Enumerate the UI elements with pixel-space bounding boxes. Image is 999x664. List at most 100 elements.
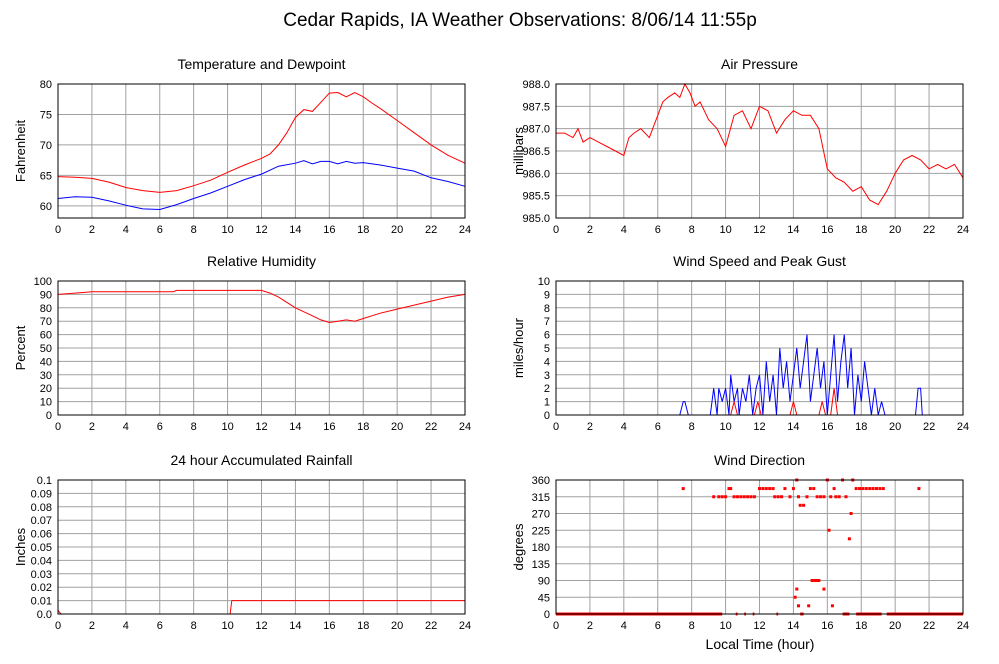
pressure-xtick-label: 2 [587, 224, 593, 236]
rh-ylabel: Percent [13, 325, 28, 370]
temp-ytick-label: 70 [40, 140, 52, 152]
wind-title: Wind Speed and Peak Gust [673, 253, 846, 269]
rain-xtick-label: 8 [191, 620, 197, 632]
temp-xtick-label: 6 [157, 224, 163, 236]
temp-ylabel: Fahrenheit [13, 120, 28, 183]
dir-point [868, 487, 872, 491]
dir-point [727, 487, 731, 491]
dir-plot-frame [555, 479, 964, 615]
dir-point [808, 487, 812, 491]
rh-ytick-label: 20 [40, 383, 52, 395]
dir-point [807, 604, 811, 608]
temp-dewpoint-line [57, 160, 466, 211]
temp-ytick-label: 65 [40, 170, 52, 182]
rain-xtick-label: 10 [221, 620, 233, 632]
temp-xtick-label: 18 [357, 224, 369, 236]
dir-point [917, 487, 921, 491]
dir-point [861, 487, 865, 491]
dir-point [783, 487, 787, 491]
temp-xtick-label: 8 [191, 224, 197, 236]
wind-xtick-label: 0 [553, 421, 559, 433]
wind-xtick-label: 6 [655, 421, 661, 433]
wind-ytick-label: 3 [544, 370, 550, 382]
pressure-ytick-label: 987.5 [522, 101, 550, 113]
dir-point [864, 487, 868, 491]
temp-xtick-label: 10 [221, 224, 233, 236]
rh-xtick-label: 20 [391, 421, 403, 433]
dir-ytick-label: 180 [532, 542, 550, 554]
dir-point [758, 487, 761, 491]
pressure-xtick-label: 18 [855, 224, 867, 236]
dir-point [832, 487, 836, 491]
rh-xtick-label: 22 [425, 421, 437, 433]
dir-point [793, 595, 797, 599]
pressure-ytick-label: 985.0 [522, 213, 550, 225]
rain-xtick-label: 12 [255, 620, 267, 632]
rh-humidity-line [57, 289, 466, 324]
dir-point [871, 487, 875, 491]
rh-xtick-label: 6 [157, 421, 163, 433]
rh-ytick-label: 10 [40, 397, 52, 409]
dir-point [827, 528, 831, 532]
dir-point [746, 495, 750, 499]
dir-point [720, 495, 724, 499]
rain-plot-frame [57, 479, 466, 615]
dir-point [724, 495, 728, 499]
rain-ytick-label: 0.06 [31, 529, 52, 541]
rh-xtick-label: 2 [89, 421, 95, 433]
dir-point [797, 604, 801, 608]
temp-ytick-label: 75 [40, 109, 52, 121]
pressure-ytick-label: 987.0 [522, 124, 550, 136]
dir-point [847, 537, 851, 541]
rain-ytick-label: 0.05 [31, 542, 52, 554]
wind-xtick-label: 2 [587, 421, 593, 433]
wind-xtick-label: 14 [787, 421, 799, 433]
dir-point [802, 503, 806, 507]
dir-xtick-label: 18 [855, 620, 867, 632]
temp-plot-frame [57, 83, 466, 219]
pressure-ytick-label: 985.5 [522, 191, 550, 203]
dir-title: Wind Direction [714, 452, 805, 468]
dir-point [822, 587, 826, 591]
dir-point [878, 487, 882, 491]
dir-xtick-label: 20 [889, 620, 901, 632]
dir-xtick-label: 10 [719, 620, 731, 632]
dir-point [780, 495, 784, 499]
rh-xtick-label: 8 [191, 421, 197, 433]
dir-point [817, 579, 821, 582]
rh-ytick-label: 50 [40, 343, 52, 355]
dir-point [764, 487, 768, 491]
wind-ylabel: miles/hour [511, 317, 526, 378]
pressure-xtick-label: 4 [621, 224, 627, 236]
rh-xtick-label: 0 [55, 421, 61, 433]
dir-point [837, 495, 841, 499]
dir-xtick-label: 24 [957, 620, 969, 632]
temp-title: Temperature and Dewpoint [177, 56, 345, 72]
dir-point [761, 487, 765, 491]
dir-point [681, 487, 685, 491]
dir-point [819, 495, 823, 499]
dir-xtick-label: 16 [821, 620, 833, 632]
dir-point [798, 503, 802, 507]
pressure-ylabel: millibars [511, 127, 526, 175]
rain-xtick-label: 24 [459, 620, 471, 632]
dir-ytick-label: 225 [532, 525, 550, 537]
rain-ytick-label: 0.03 [31, 569, 52, 581]
temp-xtick-label: 2 [89, 224, 95, 236]
rh-ytick-label: 40 [40, 356, 52, 368]
wind-ytick-label: 1 [544, 397, 550, 409]
dir-point [812, 487, 816, 491]
wind-ytick-label: 10 [538, 276, 550, 288]
pressure-pressure-line [556, 82, 964, 206]
dir-point [771, 487, 775, 491]
pressure-xtick-label: 20 [889, 224, 901, 236]
temp-temperature-line [57, 91, 466, 193]
dir-point [815, 579, 819, 582]
rh-ytick-label: 100 [34, 276, 52, 288]
